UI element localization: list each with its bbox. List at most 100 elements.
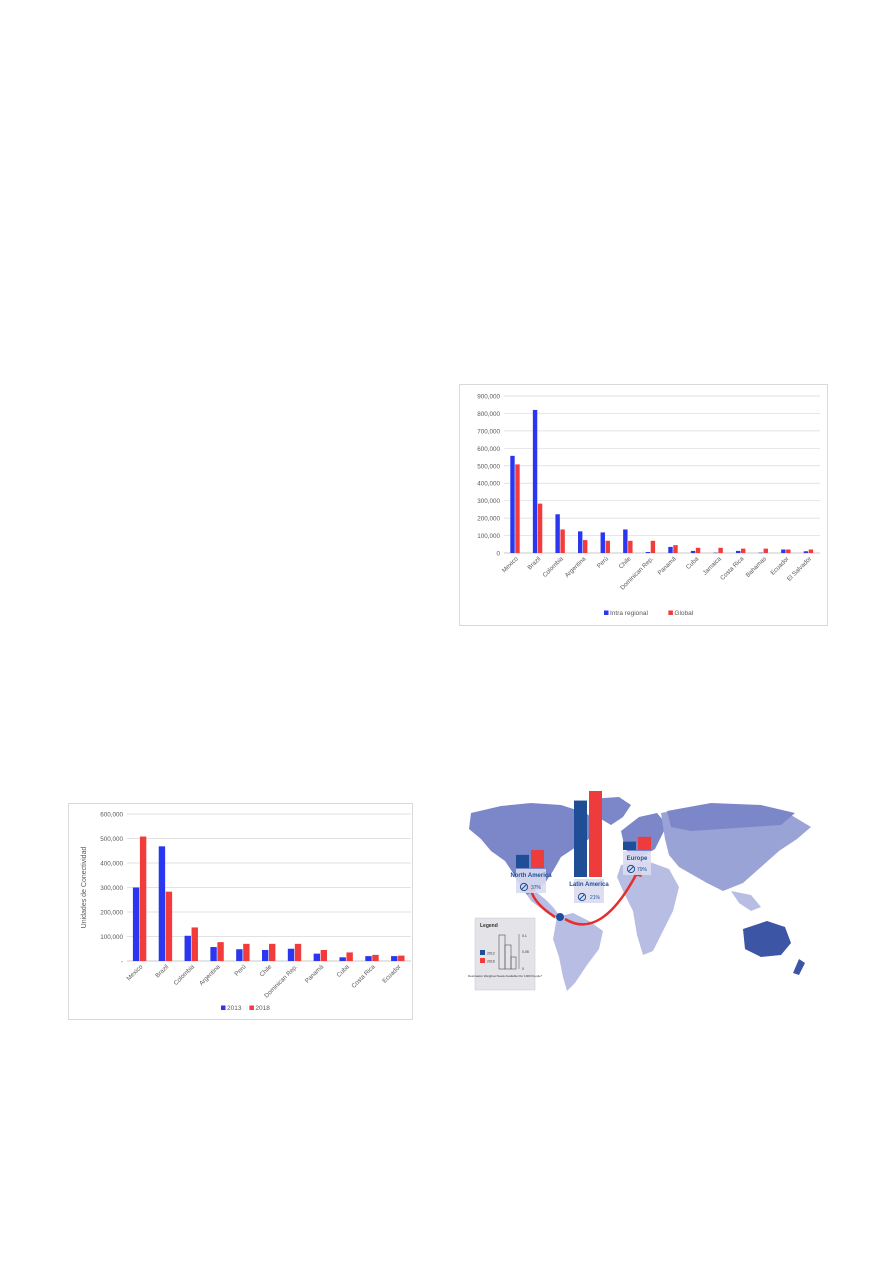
- bar-2013: [339, 957, 346, 961]
- latin-america-no-icon-slash: [579, 894, 585, 900]
- bar-2018: [269, 943, 276, 961]
- map-bar-earlier: [516, 854, 529, 868]
- y-tick-label: 0: [496, 551, 500, 558]
- x-category-label: Argentina: [198, 963, 222, 987]
- bar-intra-regional: [555, 514, 560, 553]
- bar-2018: [398, 955, 405, 961]
- x-category-label: Perú: [596, 555, 611, 570]
- y-tick-label: 100,000: [100, 934, 123, 941]
- map-bar-earlier: [574, 800, 587, 877]
- legend-year-2012: 2012: [487, 952, 495, 956]
- x-category-label: Ecuador: [769, 555, 790, 576]
- bar-intra-regional: [600, 532, 605, 553]
- x-category-label: Panamá: [304, 963, 326, 985]
- x-category-label: Cuba: [335, 963, 351, 979]
- map-bar-later: [589, 791, 602, 877]
- connectivity-chart-2013-vs-2018: 600,000 500,000 400,000 300,000 200,000 100,0…: [68, 803, 413, 1020]
- legend-caption: Destination Weighted Seats Available Per…: [468, 974, 543, 978]
- x-category-label: Colombia: [173, 963, 197, 987]
- y-tick-label: 600,000: [100, 812, 123, 819]
- latin-america-label: Latin America 21%: [569, 879, 609, 903]
- x-category-label: Costa Rica: [350, 963, 377, 990]
- bar-2013: [210, 947, 217, 961]
- x-category-label: El Salvador: [786, 555, 813, 582]
- x-category-label: Bahamas: [745, 555, 768, 578]
- latin-america-name: Latin America: [569, 882, 609, 888]
- y-tick-label: 400,000: [100, 861, 123, 868]
- north-america-no-icon-slash: [521, 884, 527, 890]
- legend-scale-bottom: 0: [522, 967, 524, 971]
- x-category-label: Cuba: [685, 555, 701, 571]
- y-tick-label: 200,000: [477, 516, 500, 523]
- bar-intra-regional: [736, 550, 741, 553]
- bar-intra-regional: [803, 551, 809, 553]
- x-category-label: Panamá: [656, 555, 678, 577]
- bar-intra-regional: [623, 529, 628, 553]
- y-tick-label: 400,000: [477, 481, 500, 488]
- bar-2013: [236, 949, 243, 961]
- bar-intra-regional: [781, 549, 786, 553]
- x-category-label: Costa Rica: [719, 555, 746, 582]
- bar-global: [673, 545, 678, 553]
- russia-landmass: [667, 803, 795, 831]
- connectivity-chart-intra-vs-global: 900,000 800,000 700,000 600,000 500,000 400,0…: [459, 384, 828, 626]
- bar-2013: [158, 846, 166, 961]
- bar-intra-regional: [645, 551, 651, 553]
- x-category-label: Argentina: [564, 555, 588, 579]
- y-tick-label: 200,000: [100, 910, 123, 917]
- bar-global: [537, 503, 543, 553]
- bar-global: [605, 540, 610, 553]
- bar-2018: [191, 927, 198, 961]
- new-zealand-landmass: [793, 959, 805, 975]
- europe-no-icon: [626, 864, 636, 874]
- bar-2018: [372, 954, 379, 961]
- bar-2018: [165, 891, 173, 961]
- bar-2018: [139, 836, 147, 961]
- x-category-label: Brazil: [154, 963, 170, 979]
- latin-america-percent: 21%: [590, 895, 601, 901]
- north-america-landmass: [469, 803, 601, 895]
- legend-label: Global: [674, 610, 693, 617]
- bar-global: [786, 549, 791, 553]
- legend-bar-small: [510, 956, 517, 970]
- bar-2013: [262, 949, 269, 961]
- bar-2018: [294, 943, 302, 961]
- legend-label: 2013: [227, 1005, 242, 1012]
- bar-2013: [365, 956, 372, 961]
- bar-2018: [320, 949, 328, 961]
- bar-2018: [346, 952, 353, 961]
- bar-2018: [217, 942, 224, 961]
- bar-2013: [184, 935, 191, 961]
- legend-swatch: [668, 610, 673, 615]
- map-bar-earlier: [623, 841, 636, 850]
- x-category-label: Mexico: [126, 963, 145, 982]
- bar-global: [583, 540, 588, 553]
- legend-swatch: [249, 1005, 254, 1010]
- legend-swatch: [604, 610, 609, 615]
- bar-global: [650, 540, 656, 553]
- legend-year-2016: 2016: [487, 960, 495, 964]
- bar-2013: [391, 956, 398, 961]
- bar-intra-regional: [690, 550, 696, 553]
- bar-global: [741, 548, 746, 553]
- bar-intra-regional: [532, 409, 538, 553]
- caribbean-highlight: [556, 913, 564, 921]
- y-tick-label: -: [121, 959, 123, 966]
- southeast-asia-landmass: [731, 891, 761, 911]
- map-bar-later: [531, 850, 544, 868]
- north-america-no-icon: [519, 882, 529, 892]
- map-bar-later: [638, 836, 651, 850]
- y-tick-label: 500,000: [477, 463, 500, 470]
- bar-global: [515, 464, 520, 553]
- bar-2013: [132, 887, 140, 961]
- y-tick-label: 500,000: [100, 836, 123, 843]
- bar-global: [628, 540, 633, 553]
- latin-america-no-icon: [577, 892, 587, 902]
- y-tick-label: 300,000: [477, 498, 500, 505]
- map-region-bars: [516, 791, 651, 877]
- x-category-label: Brazil: [526, 555, 542, 571]
- australia-landmass: [743, 921, 791, 957]
- bar-global: [808, 549, 814, 553]
- y-tick-label: 700,000: [477, 428, 500, 435]
- legend-label: 2018: [255, 1005, 270, 1012]
